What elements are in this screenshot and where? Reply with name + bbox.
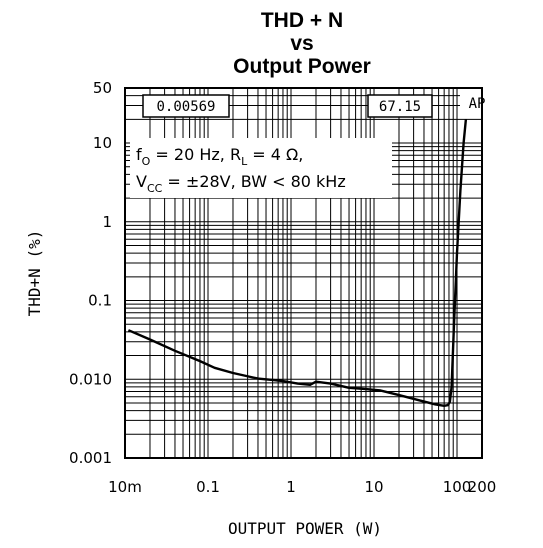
y-axis-label: THD+N (%) xyxy=(25,230,44,317)
plot-frame xyxy=(124,87,483,459)
test-conditions: fO = 20 Hz, RL = 4 Ω, VCC = ±28V, BW < 8… xyxy=(130,138,392,198)
conditions-line-1: fO = 20 Hz, RL = 4 Ω, xyxy=(136,145,303,168)
cond-f-sub: O xyxy=(142,155,151,168)
test-conditions-bg xyxy=(130,138,392,198)
readout-right-value: 67.15 xyxy=(379,99,421,115)
chart-title-line-3: Output Power xyxy=(233,55,371,78)
conditions-line-2: VCC = ±28V, BW < 80 kHz xyxy=(136,172,346,195)
thd-curve xyxy=(127,119,468,407)
readout-left: 0.00569 xyxy=(142,94,230,118)
readout-left-value: 0.00569 xyxy=(156,99,215,115)
cond-f: f xyxy=(136,145,142,164)
y-tick-label: 1 xyxy=(102,213,112,231)
cond-r-sub: L xyxy=(241,155,248,168)
cond-eq2: = 4 Ω, xyxy=(247,145,303,164)
y-tick-label: 10 xyxy=(93,134,112,152)
x-tick-label: 10 xyxy=(364,478,383,496)
chart-title-line-2: vs xyxy=(290,32,313,55)
cond-v-sub: CC xyxy=(147,182,163,195)
x-tick-label: 100 xyxy=(443,478,472,496)
cond-rest: = ±28V, BW < 80 kHz xyxy=(162,172,345,191)
x-tick-label: 200 xyxy=(468,478,497,496)
readout-right-box xyxy=(367,94,433,118)
y-tick-label: 0.001 xyxy=(69,449,112,467)
x-tick-label: 10m xyxy=(108,478,142,496)
readout-left-box xyxy=(142,94,230,118)
chart-title-line-1: THD + N xyxy=(261,9,343,32)
y-tick-labels: 50 10 1 0.1 0.010 0.001 xyxy=(69,79,112,467)
y-tick-label: 50 xyxy=(93,79,112,97)
x-axis-label: OUTPUT POWER (W) xyxy=(228,519,382,538)
x-tick-label: 0.1 xyxy=(196,478,220,496)
ap-tag: AP xyxy=(460,92,485,112)
cond-eq1: = 20 Hz, R xyxy=(150,145,241,164)
cond-v: V xyxy=(136,172,147,191)
y-tick-label: 0.010 xyxy=(69,370,112,388)
y-tick-label: 0.1 xyxy=(88,292,112,310)
readout-right: 67.15 xyxy=(367,94,433,118)
ap-tag-text: AP xyxy=(469,96,486,112)
x-tick-label: 1 xyxy=(286,478,296,496)
ap-tag-bg xyxy=(460,92,481,112)
